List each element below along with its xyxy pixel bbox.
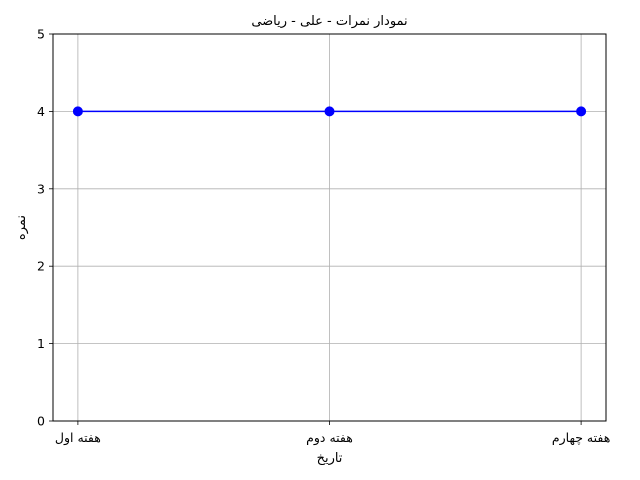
chart-title: نمودار نمرات - علی - ریاضی	[251, 14, 407, 29]
y-axis-label: نمره	[14, 215, 29, 240]
y-tick-label: 0	[37, 414, 45, 429]
series-layer	[72, 106, 587, 117]
data-point	[72, 106, 83, 117]
y-tick-label: 5	[37, 27, 45, 42]
x-axis-label: تاریخ	[317, 451, 343, 466]
y-tick-label: 1	[37, 336, 45, 351]
y-tick-label: 2	[37, 259, 45, 274]
axis-layer: 0 1 2 3 4 5 هفته اول هفته دوم هفته چهارم	[37, 27, 610, 447]
x-tick-label: هفته اول	[55, 430, 101, 446]
y-tick-label: 4	[37, 104, 45, 119]
x-tick-label: هفته دوم	[306, 430, 353, 446]
data-point	[576, 106, 587, 117]
y-tick-label: 3	[37, 181, 45, 196]
data-point	[324, 106, 335, 117]
x-tick-label: هفته چهارم	[552, 430, 610, 446]
